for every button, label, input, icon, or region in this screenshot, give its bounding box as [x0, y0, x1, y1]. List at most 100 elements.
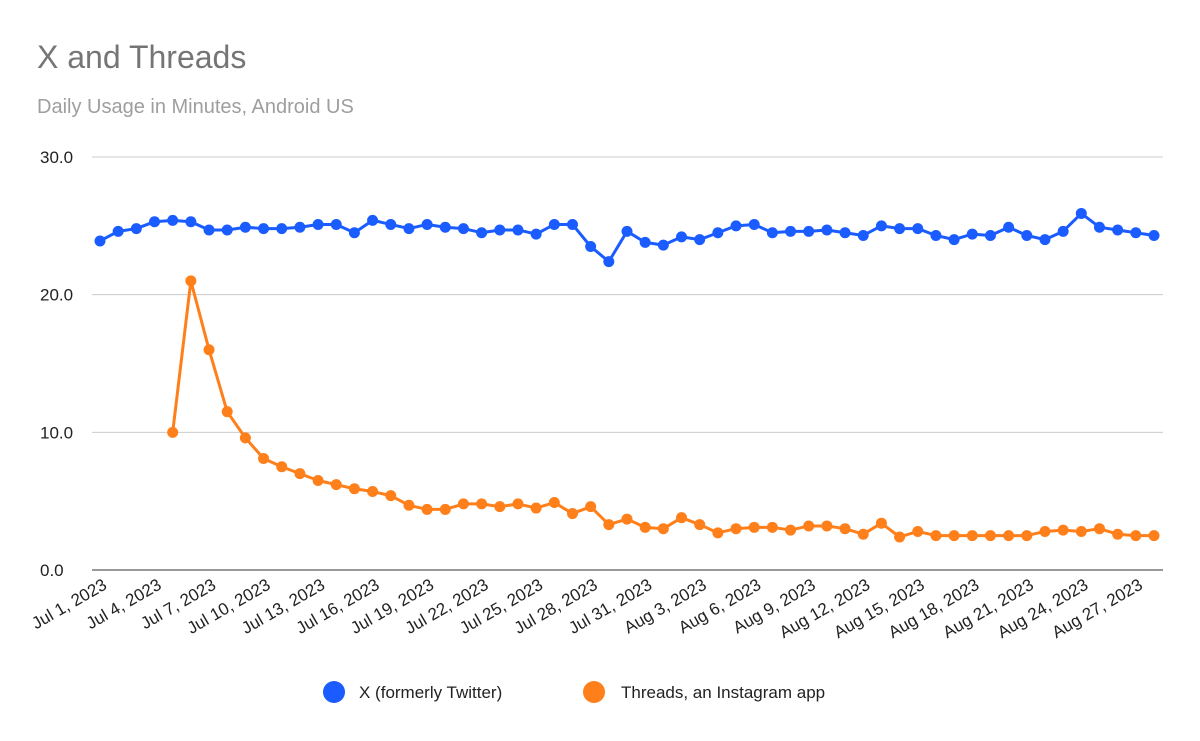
data-point — [239, 432, 251, 444]
data-point — [694, 519, 706, 531]
data-point — [367, 486, 379, 498]
data-point — [803, 520, 815, 532]
data-point — [1039, 525, 1051, 537]
data-point — [258, 452, 270, 464]
data-point — [239, 221, 251, 233]
data-point — [621, 513, 633, 525]
data-point — [476, 498, 488, 510]
data-point — [730, 523, 742, 535]
data-point — [457, 498, 469, 510]
data-point — [894, 531, 906, 543]
data-point — [930, 530, 942, 542]
data-point — [839, 227, 851, 239]
data-point — [403, 499, 415, 511]
data-point — [639, 236, 651, 248]
data-point — [748, 521, 760, 533]
data-point — [367, 214, 379, 226]
data-point — [1148, 229, 1160, 241]
y-tick-label: 30.0 — [40, 148, 73, 167]
y-tick-label: 0.0 — [40, 561, 64, 580]
data-point — [566, 218, 578, 230]
data-point — [839, 523, 851, 535]
data-point — [1021, 530, 1033, 542]
y-tick-label: 10.0 — [40, 423, 73, 442]
series-0 — [94, 207, 1160, 268]
data-point — [330, 218, 342, 230]
data-point — [930, 229, 942, 241]
data-point — [203, 344, 215, 356]
data-point — [821, 224, 833, 236]
chart-subtitle: Daily Usage in Minutes, Android US — [37, 96, 354, 118]
data-point — [312, 218, 324, 230]
data-point — [1148, 530, 1160, 542]
data-point — [912, 525, 924, 537]
data-point — [694, 234, 706, 246]
y-tick-label: 20.0 — [40, 286, 73, 305]
data-point — [294, 468, 306, 480]
data-point — [676, 231, 688, 243]
data-point — [875, 517, 887, 529]
data-point — [912, 223, 924, 235]
data-point — [894, 223, 906, 235]
data-point — [167, 426, 179, 438]
legend-marker — [583, 681, 605, 703]
data-point — [748, 218, 760, 230]
chart-title: X and Threads — [37, 39, 246, 75]
data-point — [494, 224, 506, 236]
data-point — [1039, 234, 1051, 246]
data-point — [348, 227, 360, 239]
data-point — [676, 512, 688, 524]
data-point — [457, 223, 469, 235]
data-point — [94, 235, 106, 247]
data-point — [1093, 221, 1105, 233]
data-point — [548, 218, 560, 230]
data-point — [385, 218, 397, 230]
data-point — [984, 229, 996, 241]
data-point — [149, 216, 161, 228]
data-point — [984, 530, 996, 542]
data-point — [639, 521, 651, 533]
data-point — [785, 524, 797, 536]
data-point — [857, 528, 869, 540]
data-point — [585, 240, 597, 252]
data-point — [1021, 229, 1033, 241]
legend-label: X (formerly Twitter) — [359, 683, 502, 702]
data-point — [294, 221, 306, 233]
data-point — [766, 521, 778, 533]
series-1 — [167, 275, 1160, 543]
data-point — [167, 214, 179, 226]
data-point — [1057, 225, 1069, 237]
data-point — [439, 503, 451, 515]
series-line — [171, 279, 1154, 539]
data-point — [330, 479, 342, 491]
data-point — [512, 224, 524, 236]
data-point — [766, 227, 778, 239]
legend-marker — [323, 681, 345, 703]
data-point — [1093, 523, 1105, 535]
data-point — [185, 275, 197, 287]
data-point — [803, 225, 815, 237]
data-point — [603, 519, 615, 531]
series-line — [99, 211, 1155, 264]
data-point — [657, 523, 669, 535]
data-point — [112, 225, 124, 237]
data-point — [439, 221, 451, 233]
data-point — [312, 475, 324, 487]
data-point — [566, 508, 578, 520]
data-point — [785, 225, 797, 237]
data-point — [1057, 524, 1069, 536]
data-point — [258, 223, 270, 235]
data-point — [712, 527, 724, 539]
data-point — [948, 234, 960, 246]
data-point — [476, 227, 488, 239]
data-point — [948, 530, 960, 542]
data-point — [421, 503, 433, 515]
data-point — [403, 223, 415, 235]
legend-label: Threads, an Instagram app — [621, 683, 825, 702]
data-point — [548, 497, 560, 509]
data-point — [1112, 224, 1124, 236]
data-point — [1075, 207, 1087, 219]
data-point — [1075, 525, 1087, 537]
data-point — [1112, 528, 1124, 540]
